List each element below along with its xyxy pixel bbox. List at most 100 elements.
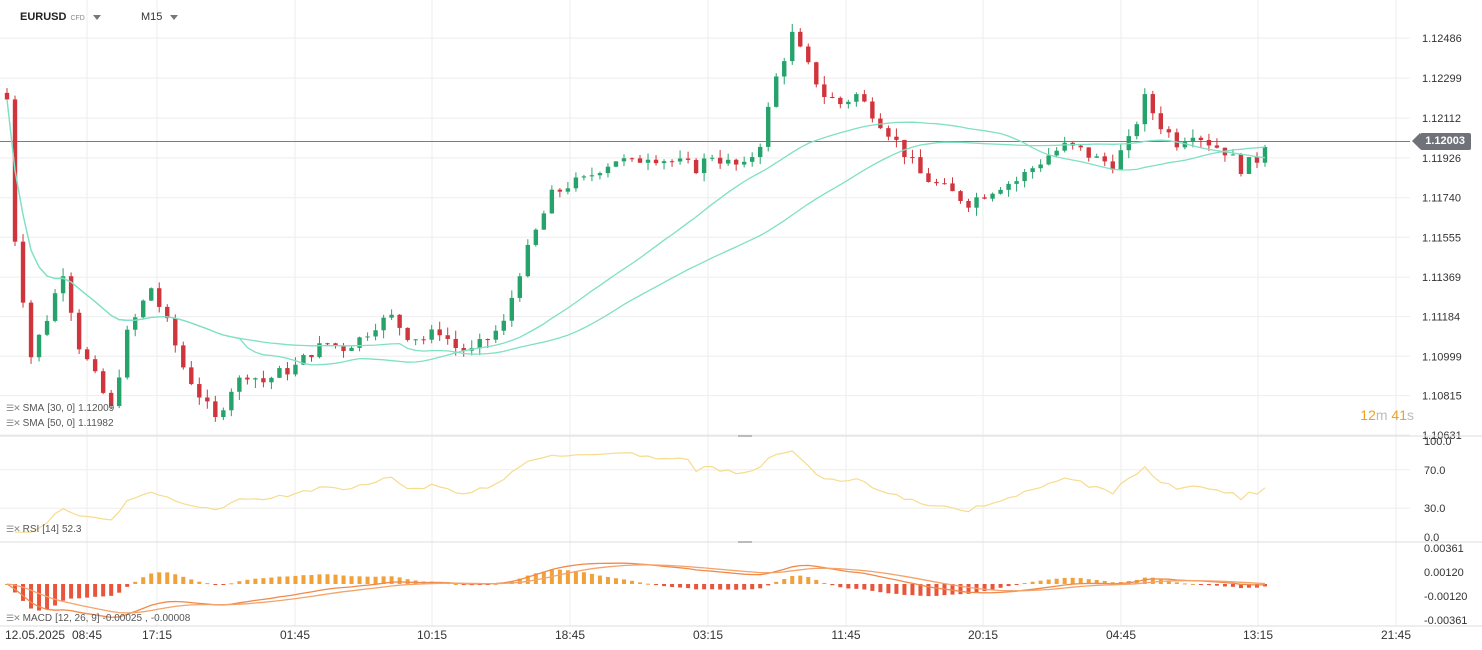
candle-body [325, 343, 330, 345]
macd-histogram-bar [894, 584, 899, 594]
candle-body [741, 161, 747, 165]
candle-body [1206, 139, 1212, 146]
macd-histogram-bar [157, 572, 162, 584]
candle-body [870, 101, 875, 119]
macd-histogram-bar [517, 578, 522, 584]
candle-body [429, 329, 434, 340]
candle-body [597, 173, 603, 176]
candle-body [92, 359, 98, 372]
candle-body [1022, 171, 1027, 182]
candle-body [557, 189, 563, 192]
candle-body [541, 213, 547, 230]
indicator-settings-icon[interactable]: ☰✕ [6, 524, 21, 534]
macd-histogram-bar [694, 584, 699, 590]
candle-body [1214, 145, 1220, 148]
macd-histogram-bar [1086, 579, 1091, 584]
macd-histogram-bar [1070, 577, 1075, 584]
macd-histogram-bar [758, 584, 763, 589]
macd-histogram-bar [277, 576, 282, 584]
macd-histogram-bar [205, 583, 210, 585]
macd-histogram-bar [325, 574, 330, 584]
candle-body [982, 197, 987, 199]
macd-histogram-bar [822, 582, 827, 584]
legend-rsi[interactable]: ☰✕ RSI [14] 52.3 [6, 524, 82, 535]
indicator-settings-icon[interactable]: ☰✕ [6, 613, 21, 623]
pane-resize-handle[interactable] [738, 435, 752, 437]
time-axis-label: 01:45 [280, 628, 310, 642]
symbol-selector[interactable]: EURUSD CFD [20, 11, 101, 23]
macd-histogram-bar [333, 574, 338, 584]
macd-histogram-bar [365, 576, 370, 584]
macd-histogram-bar [61, 584, 66, 601]
macd-histogram-bar [1166, 580, 1171, 584]
candle-body [341, 345, 346, 351]
candle-body [269, 377, 274, 383]
candle-body [293, 364, 298, 375]
macd-histogram-bar [750, 584, 755, 590]
candle-body [926, 173, 931, 182]
candle-body [309, 355, 314, 358]
macd-histogram-bar [838, 584, 843, 588]
candle-body [421, 339, 426, 341]
macd-histogram-bar [1198, 584, 1203, 585]
macd-histogram-bar [389, 576, 394, 584]
macd-histogram-bar [181, 576, 186, 584]
candle-body [1102, 156, 1107, 162]
macd-histogram-bar [133, 581, 138, 584]
candle-body [1006, 183, 1011, 190]
symbol-type: CFD [70, 14, 85, 22]
candle-body [317, 343, 322, 358]
pane-resize-handle[interactable] [738, 541, 752, 543]
macd-histogram-bar [237, 581, 242, 584]
sma50-line [6, 99, 1266, 355]
macd-histogram-bar [678, 584, 683, 588]
timeframe-selector[interactable]: M15 [141, 11, 179, 23]
candle-body [910, 157, 915, 159]
candle-body [1150, 94, 1156, 114]
candle-body [52, 293, 58, 321]
macd-tick-label: -0.00361 [1424, 615, 1467, 627]
macd-histogram-bar [173, 574, 178, 584]
candle-body [605, 166, 611, 174]
time-axis-label: 11:45 [831, 628, 860, 642]
indicator-settings-icon[interactable]: ☰✕ [6, 403, 21, 413]
candle-body [1078, 145, 1083, 148]
macd-histogram-bar [1030, 581, 1035, 584]
time-axis-label: 03:15 [693, 628, 723, 642]
legend-sma50[interactable]: ☰✕ SMA [50, 0] 1.11982 [6, 418, 114, 429]
candle-body [798, 31, 803, 47]
candle-body [1118, 150, 1123, 170]
candle-body [565, 188, 571, 192]
candle-body [1190, 137, 1196, 143]
candle-body [245, 377, 250, 380]
candle-body [830, 96, 835, 98]
price-tick-label: 1.11740 [1422, 193, 1461, 205]
macd-tick-label: -0.00120 [1424, 591, 1467, 603]
time-axis-label: 10:15 [417, 628, 447, 642]
candle-body [277, 368, 282, 378]
macd-histogram-bar [461, 584, 466, 585]
candle-body [181, 345, 186, 368]
macd-histogram-bar [301, 575, 306, 584]
macd-histogram-bar [702, 584, 707, 590]
macd-histogram-bar [638, 582, 643, 584]
macd-histogram-bar [1214, 584, 1219, 586]
macd-histogram-bar [309, 575, 314, 584]
candle-body [942, 183, 947, 185]
macd-histogram-bar [629, 580, 634, 584]
candle-body [1038, 164, 1043, 169]
macd-histogram-bar [710, 584, 715, 590]
candle-body [1254, 157, 1260, 163]
indicator-settings-icon[interactable]: ☰✕ [6, 418, 21, 428]
macd-histogram-bar [613, 578, 618, 584]
macd-histogram-bar [1150, 577, 1155, 584]
candle-body [589, 175, 595, 177]
legend-sma30[interactable]: ☰✕ SMA [30, 0] 1.12009 [6, 403, 115, 414]
candle-body [629, 158, 635, 160]
legend-macd[interactable]: ☰✕ MACD [12, 26, 9] -0.00025, -0.00008 [6, 613, 191, 624]
macd-histogram-bar [253, 578, 258, 584]
candle-body [1174, 132, 1180, 148]
macd-histogram-bar [213, 584, 218, 585]
rsi-tick-label: 0.0 [1424, 532, 1439, 544]
